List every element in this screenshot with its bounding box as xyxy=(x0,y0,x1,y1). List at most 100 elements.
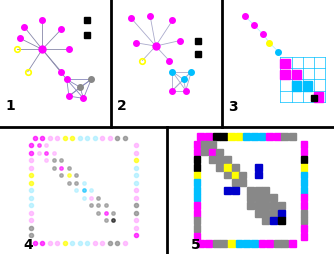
Bar xyxy=(301,180,308,186)
Bar xyxy=(224,172,231,179)
Bar xyxy=(270,210,277,217)
Bar xyxy=(289,240,296,247)
Bar xyxy=(228,134,235,141)
Bar xyxy=(301,164,308,171)
Bar xyxy=(209,156,216,164)
Bar xyxy=(314,93,323,102)
Bar xyxy=(213,240,219,247)
Bar xyxy=(281,71,290,80)
Bar xyxy=(263,217,269,225)
Bar xyxy=(263,195,269,202)
Bar xyxy=(243,240,250,247)
Bar xyxy=(235,240,242,247)
Text: 1: 1 xyxy=(6,99,15,113)
Bar xyxy=(292,82,301,91)
Bar xyxy=(255,202,262,209)
Bar xyxy=(201,149,208,156)
Bar xyxy=(205,240,212,247)
Bar xyxy=(289,134,296,141)
Bar xyxy=(278,210,285,217)
Bar xyxy=(193,141,200,148)
Bar xyxy=(201,141,208,148)
Bar xyxy=(301,202,308,209)
Bar xyxy=(224,156,231,164)
Bar xyxy=(232,164,238,171)
Bar xyxy=(205,134,212,141)
Bar xyxy=(301,233,308,240)
Bar xyxy=(197,134,204,141)
Bar xyxy=(292,71,301,80)
Bar xyxy=(232,187,238,194)
Bar xyxy=(220,134,227,141)
Bar xyxy=(270,217,277,225)
Bar xyxy=(274,240,281,247)
Bar xyxy=(251,240,258,247)
Bar xyxy=(278,217,285,225)
Bar xyxy=(193,217,200,225)
Bar xyxy=(301,172,308,179)
Bar xyxy=(193,225,200,232)
Bar xyxy=(193,210,200,217)
Text: 3: 3 xyxy=(228,99,238,113)
Text: 5: 5 xyxy=(191,237,200,251)
Bar xyxy=(235,134,242,141)
Bar xyxy=(232,179,238,186)
Bar xyxy=(266,240,273,247)
Bar xyxy=(301,149,308,156)
Bar xyxy=(274,134,281,141)
Bar xyxy=(301,141,308,148)
Bar xyxy=(251,134,258,141)
Bar xyxy=(193,233,200,240)
Bar xyxy=(266,134,273,141)
Bar xyxy=(263,202,269,209)
Bar xyxy=(228,240,235,247)
Bar xyxy=(281,60,290,69)
Bar xyxy=(247,187,254,194)
Bar xyxy=(301,187,308,194)
Bar xyxy=(282,134,288,141)
Bar xyxy=(209,149,216,156)
Bar xyxy=(301,225,308,232)
Bar xyxy=(301,217,308,225)
Bar xyxy=(216,164,223,171)
Bar xyxy=(255,210,262,217)
Bar xyxy=(193,187,200,194)
Bar xyxy=(255,195,262,202)
Bar xyxy=(224,187,231,194)
Bar xyxy=(270,195,277,202)
Bar xyxy=(220,240,227,247)
Bar xyxy=(263,187,269,194)
Bar xyxy=(239,179,246,186)
Bar xyxy=(243,134,250,141)
Bar xyxy=(255,164,262,171)
Bar xyxy=(216,156,223,164)
Bar xyxy=(301,210,308,217)
Bar xyxy=(193,149,200,156)
Bar xyxy=(193,164,200,171)
Bar xyxy=(301,195,308,202)
Bar xyxy=(255,187,262,194)
Bar xyxy=(193,202,200,209)
Text: 4: 4 xyxy=(24,237,33,251)
Bar xyxy=(232,172,238,179)
Bar xyxy=(263,210,269,217)
Bar xyxy=(193,156,200,164)
Bar xyxy=(193,195,200,202)
Bar xyxy=(303,82,312,91)
Bar xyxy=(259,240,266,247)
Bar xyxy=(301,156,308,164)
Bar xyxy=(213,134,219,141)
Bar xyxy=(282,240,288,247)
Bar xyxy=(259,134,266,141)
Text: 2: 2 xyxy=(117,99,127,113)
Bar xyxy=(270,202,277,209)
Bar xyxy=(224,164,231,171)
Bar xyxy=(247,195,254,202)
Bar xyxy=(247,202,254,209)
Bar xyxy=(197,240,204,247)
Bar xyxy=(209,141,216,148)
Bar xyxy=(193,180,200,186)
Bar xyxy=(216,149,223,156)
Bar xyxy=(239,172,246,179)
Bar xyxy=(278,202,285,209)
